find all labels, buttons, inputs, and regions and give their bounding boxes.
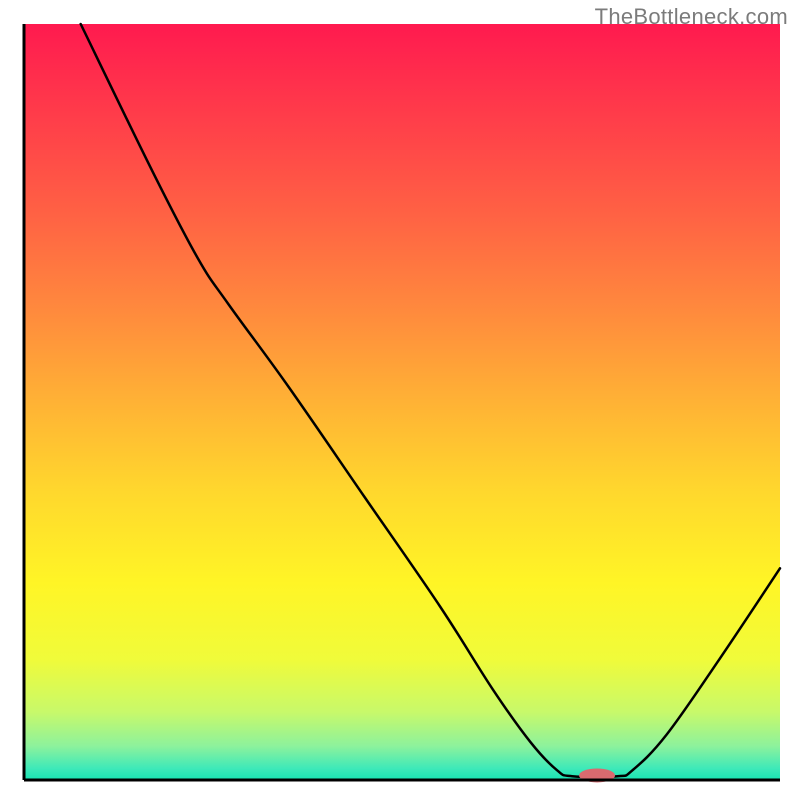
plot-background — [24, 24, 780, 780]
bottleneck-chart: TheBottleneck.com — [0, 0, 800, 800]
attribution-label: TheBottleneck.com — [595, 4, 788, 30]
chart-svg — [0, 0, 800, 800]
